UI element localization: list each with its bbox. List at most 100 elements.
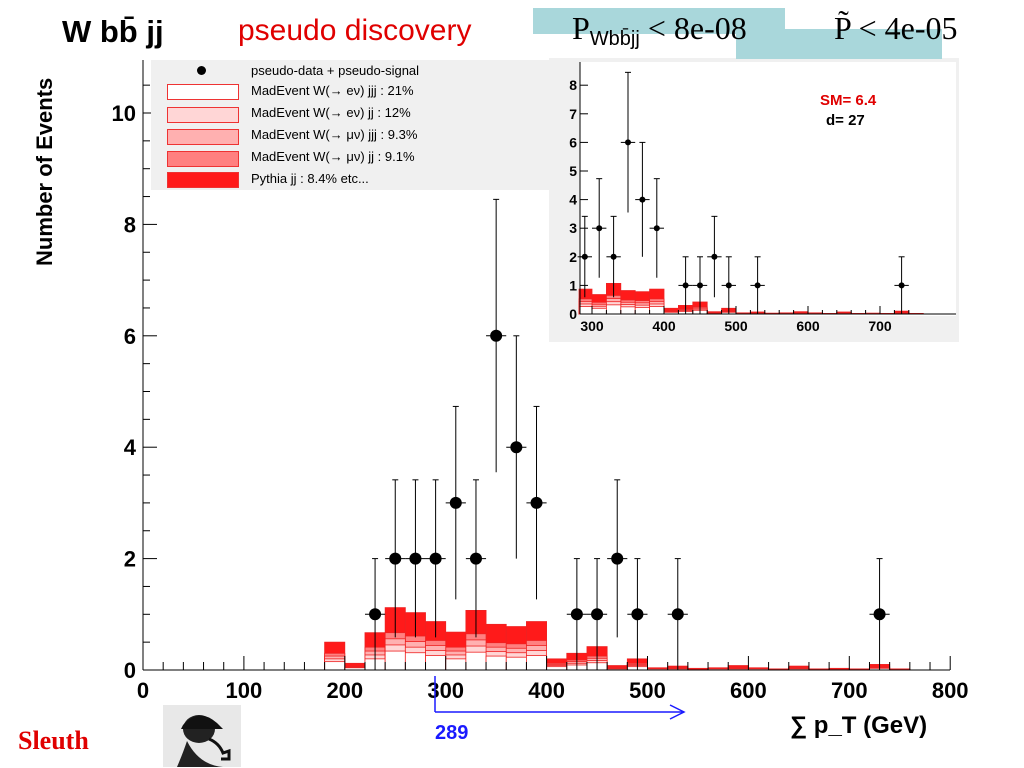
hist-bar-0-240	[384, 650, 406, 671]
y-axis-label: Number of Events	[32, 77, 57, 266]
hist-bar-0-340	[485, 655, 507, 671]
data-point-370	[510, 441, 523, 454]
inset-x-tick-label-600: 600	[796, 318, 820, 334]
x-tick-label-800: 800	[932, 678, 969, 703]
sherlock-logo-image	[163, 705, 241, 767]
hist-bar-0-400	[546, 666, 568, 671]
plot-subtitle: pseudo discovery	[238, 14, 472, 47]
p-tilde-symbol: P̃	[834, 10, 851, 46]
y-tick-label-6: 6	[124, 324, 136, 349]
inset-plot: 300 400 500 600 700 0 1 2 3 4 5 6 7 8	[549, 58, 959, 342]
inset-plot-area	[580, 62, 956, 316]
hist-bar-0-320	[606, 304, 622, 315]
x-tick-label-700: 700	[831, 678, 868, 703]
hist-bar-0-380	[526, 655, 547, 671]
inset-y-tick-label-5: 5	[569, 163, 577, 179]
x-tick-label-400: 400	[528, 678, 565, 703]
legend-label-3: MadEvent W(→ μν) jj : 9.1%	[251, 149, 415, 164]
inset-axes: 300 400 500 600 700 0 1 2 3 4 5 6 7 8	[569, 62, 956, 334]
legend-label-1: MadEvent W(→ eν) jj : 12%	[251, 105, 411, 120]
y-tick-label-8: 8	[124, 212, 136, 237]
y-tick-label-10: 10	[112, 101, 136, 126]
hist-bar-0-360	[505, 656, 527, 671]
data-point-450	[697, 282, 703, 289]
data-point-350	[490, 329, 503, 342]
threshold-label: 289	[435, 722, 469, 744]
inset-y-tick-label-7: 7	[569, 106, 577, 122]
inset-d-label: d= 27	[826, 112, 865, 129]
x-tick-label-200: 200	[326, 678, 363, 703]
data-point-450	[591, 608, 604, 621]
data-point-330	[610, 253, 617, 260]
data-point-730	[898, 282, 905, 289]
threshold-arrow	[434, 676, 686, 720]
plot-title: W bb̄ jj	[62, 14, 164, 49]
x-axis-label: ∑ p_T (GeV)	[790, 712, 928, 739]
legend-swatch-2	[167, 129, 239, 145]
inset-y-tick-label-2: 2	[569, 249, 577, 265]
y-tick-label-2: 2	[124, 547, 136, 572]
data-point-490	[725, 282, 732, 289]
inset-x-tick-label-300: 300	[580, 318, 604, 334]
hist-bar-0-300	[591, 307, 607, 315]
inset-y-tick-label-4: 4	[569, 192, 577, 208]
data-point-310	[449, 496, 462, 509]
inset-data-points	[577, 71, 909, 314]
legend-label-data: pseudo-data + pseudo-signal	[251, 63, 420, 78]
data-point-390	[530, 496, 543, 509]
legend-marker-data	[197, 66, 206, 75]
inset-y-tick-label-6: 6	[569, 134, 577, 150]
y-tick-label-0: 0	[124, 658, 136, 683]
hist-bar-0-380	[649, 306, 665, 315]
inset-x-tick-label-400: 400	[652, 318, 676, 334]
legend-label-0: MadEvent W(→ eν) jjj : 21%	[251, 83, 414, 98]
data-point-290	[581, 253, 588, 260]
data-point-250	[389, 552, 402, 565]
inset-y-tick-label-3: 3	[569, 220, 577, 236]
legend-swatch-0	[167, 84, 239, 100]
hist-bar-0-360	[634, 307, 651, 315]
x-tick-label-300: 300	[427, 678, 464, 703]
hist-bar-0-340	[620, 306, 636, 315]
p-tilde: P̃ < 4e-05	[834, 10, 958, 47]
data-point-490	[631, 608, 644, 621]
main-data-points	[364, 198, 890, 670]
legend-swatch-3	[167, 151, 239, 167]
main-axes: 0 100 200 300 400 500 600 700 800 0 2 4 6 8 10	[112, 60, 969, 703]
data-point-530	[671, 608, 684, 621]
data-point-290	[429, 552, 442, 565]
data-point-390	[653, 225, 660, 232]
inset-y-tick-label-8: 8	[569, 77, 577, 93]
hist-bar-0-320	[465, 651, 487, 671]
y-tick-label-4: 4	[124, 435, 137, 460]
data-point-430	[682, 282, 689, 289]
legend-label-4: Pythia jj : 8.4% etc...	[251, 171, 369, 186]
data-point-430	[570, 608, 583, 621]
p-symbol: P	[572, 10, 590, 46]
legend: pseudo-data + pseudo-signal MadEvent W(→…	[151, 60, 549, 190]
inset-x-tick-label-500: 500	[724, 318, 748, 334]
data-point-730	[873, 608, 886, 621]
inset-x-tick-label-700: 700	[868, 318, 892, 334]
x-tick-label-500: 500	[629, 678, 666, 703]
legend-swatch-1	[167, 107, 239, 123]
p-value: < 8e-08	[647, 10, 747, 46]
x-tick-label-0: 0	[137, 678, 149, 703]
data-point-470	[711, 253, 718, 260]
sleuth-logo: Sleuth	[18, 726, 89, 755]
p-tilde-value: < 4e-05	[858, 10, 958, 46]
x-tick-label-600: 600	[730, 678, 767, 703]
hist-bar-0-260	[404, 652, 426, 671]
data-point-350	[625, 139, 631, 146]
hist-bar-0-280	[578, 306, 593, 315]
data-point-330	[469, 552, 482, 565]
x-tick-label-100: 100	[226, 678, 263, 703]
data-point-230	[369, 608, 382, 621]
legend-swatch-4	[167, 172, 239, 188]
hist-bar-0-180	[324, 661, 346, 671]
inset-sm-label: SM= 6.4	[820, 92, 877, 109]
hist-bar-0-280	[425, 655, 447, 671]
hist-bar-0-300	[445, 658, 467, 671]
p-value-wbbjj: PWbb̄jj < 8e-08	[572, 10, 747, 51]
legend-label-2: MadEvent W(→ μν) jjj : 9.3%	[251, 127, 418, 142]
